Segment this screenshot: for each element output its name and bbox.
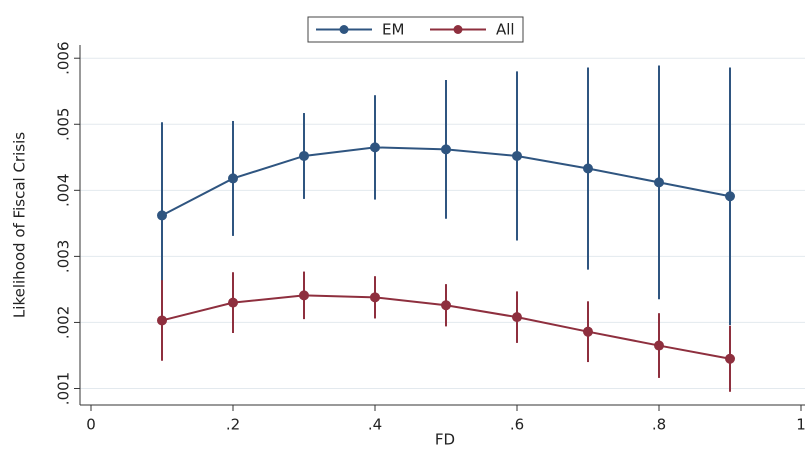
x-tick-label: 0 — [86, 416, 96, 434]
data-point — [370, 142, 380, 153]
legend-label: All — [496, 21, 515, 39]
data-point — [299, 290, 309, 301]
data-point — [583, 326, 593, 337]
data-point — [654, 177, 664, 188]
legend-label: EM — [382, 21, 404, 39]
y-tick-label: .003 — [55, 240, 73, 273]
data-point — [228, 173, 238, 184]
data-point — [725, 353, 735, 364]
x-tick-label: .2 — [226, 416, 240, 434]
x-axis-label: FD — [435, 431, 455, 449]
legend-marker — [453, 25, 463, 34]
data-point — [299, 150, 309, 161]
x-tick-label: .6 — [510, 416, 524, 434]
data-point — [512, 312, 522, 323]
x-tick-label: 1 — [796, 416, 806, 434]
data-point — [441, 144, 451, 155]
data-point — [512, 150, 522, 161]
y-tick-label: .005 — [55, 108, 73, 141]
y-tick-label: .002 — [55, 306, 73, 339]
x-tick-label: .4 — [368, 416, 382, 434]
data-point — [370, 292, 380, 303]
data-point — [228, 297, 238, 308]
data-point — [583, 163, 593, 174]
data-point — [441, 300, 451, 311]
y-tick-label: .001 — [55, 372, 73, 405]
y-tick-label: .006 — [55, 42, 73, 75]
legend-marker — [339, 25, 349, 34]
y-tick-label: .004 — [55, 174, 73, 207]
data-point — [654, 340, 664, 351]
y-axis-label: Likelihood of Fiscal Crisis — [11, 132, 29, 318]
x-tick-label: .8 — [652, 416, 666, 434]
data-point — [157, 315, 167, 326]
data-point — [725, 191, 735, 202]
data-point — [157, 210, 167, 221]
